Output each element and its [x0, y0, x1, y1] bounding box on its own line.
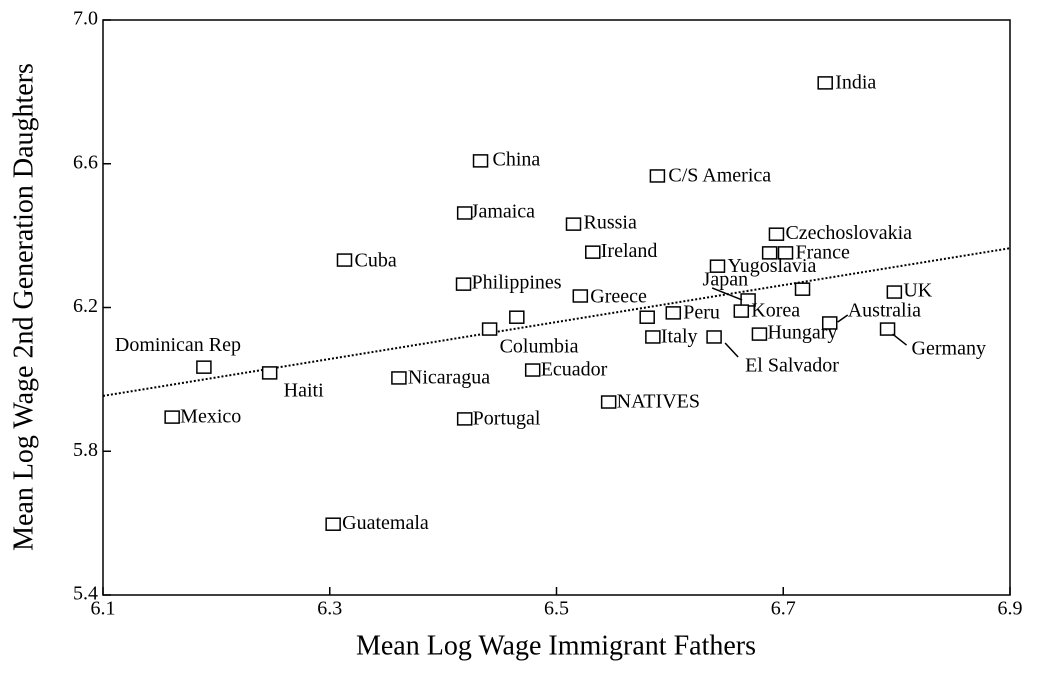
point-label: Japan	[703, 269, 749, 291]
point	[164, 410, 180, 424]
point-label: France	[796, 241, 851, 263]
point	[706, 330, 722, 344]
point	[768, 227, 785, 241]
point-label: Columbia	[500, 336, 579, 358]
x-axis-title: Mean Log Wage Immigrant Fathers	[356, 630, 756, 661]
point-label: Korea	[751, 300, 800, 322]
point	[336, 253, 353, 267]
point	[639, 310, 655, 324]
point-label: Czechoslovakia	[785, 222, 912, 244]
point	[751, 327, 768, 341]
point-label: Hungary	[767, 322, 837, 344]
point-label: Nicaragua	[408, 367, 490, 389]
point-label: Philippines	[472, 272, 562, 294]
point	[455, 277, 472, 291]
point	[481, 322, 498, 336]
point-label: C/S America	[668, 165, 771, 187]
point	[794, 282, 811, 296]
point	[649, 169, 666, 183]
y-tick-label: 5.8	[73, 439, 98, 461]
point	[565, 217, 582, 231]
point	[509, 310, 525, 324]
point-label: Mexico	[180, 406, 241, 428]
point-label: Guatemala	[342, 512, 429, 534]
point	[585, 245, 601, 259]
trend-line	[102, 247, 1011, 397]
point-label: Greece	[590, 286, 647, 308]
point	[709, 259, 726, 273]
point-label: Germany	[912, 338, 986, 360]
point	[733, 304, 750, 318]
point-label: Peru	[683, 301, 720, 323]
point-label: Russia	[584, 212, 637, 234]
point	[456, 412, 473, 426]
leader-line	[837, 314, 849, 323]
point-label: UK	[903, 280, 932, 302]
point-label: China	[493, 148, 541, 170]
x-tick-label: 6.9	[998, 598, 1023, 620]
y-tick-label: 7.0	[73, 8, 98, 30]
point-label: Ireland	[601, 240, 658, 262]
point-label: NATIVES	[617, 391, 700, 413]
point-label: Australia	[848, 300, 921, 322]
point	[196, 360, 212, 374]
point	[325, 517, 341, 531]
point-label: Italy	[661, 326, 698, 348]
point-label: Portugal	[473, 408, 541, 430]
point	[886, 285, 903, 299]
point-label: Haiti	[284, 380, 324, 402]
x-tick-label: 6.3	[317, 598, 342, 620]
y-tick-label: 6.6	[73, 151, 98, 173]
point-label: Yugoslavia	[727, 255, 816, 277]
point-label: Jamaica	[471, 201, 536, 223]
y-tick-label: 5.4	[73, 583, 98, 605]
point	[391, 371, 407, 385]
point	[572, 289, 589, 303]
leader-line	[892, 333, 908, 346]
point	[600, 395, 617, 409]
point	[777, 246, 794, 260]
y-axis-title: Mean Log Wage 2nd Generation Daughters	[8, 63, 39, 551]
point	[817, 76, 833, 90]
point	[261, 366, 278, 380]
point-label: El Salvador	[745, 355, 839, 377]
x-tick-label: 6.7	[771, 598, 796, 620]
point-label: India	[835, 71, 876, 93]
point-label: Cuba	[354, 250, 396, 272]
point	[456, 206, 473, 220]
point	[472, 154, 489, 168]
point	[879, 322, 896, 336]
point-label: Dominican Rep	[115, 334, 241, 356]
point	[665, 306, 682, 320]
point	[524, 363, 541, 377]
leader-line	[711, 287, 743, 301]
y-tick-label: 6.2	[73, 295, 98, 317]
point	[645, 330, 661, 344]
x-tick-label: 6.5	[544, 598, 569, 620]
x-tick-label: 6.1	[91, 598, 116, 620]
point	[821, 316, 838, 330]
point	[761, 246, 778, 260]
leader-line	[724, 342, 739, 358]
point-label: Ecuador	[541, 359, 608, 381]
